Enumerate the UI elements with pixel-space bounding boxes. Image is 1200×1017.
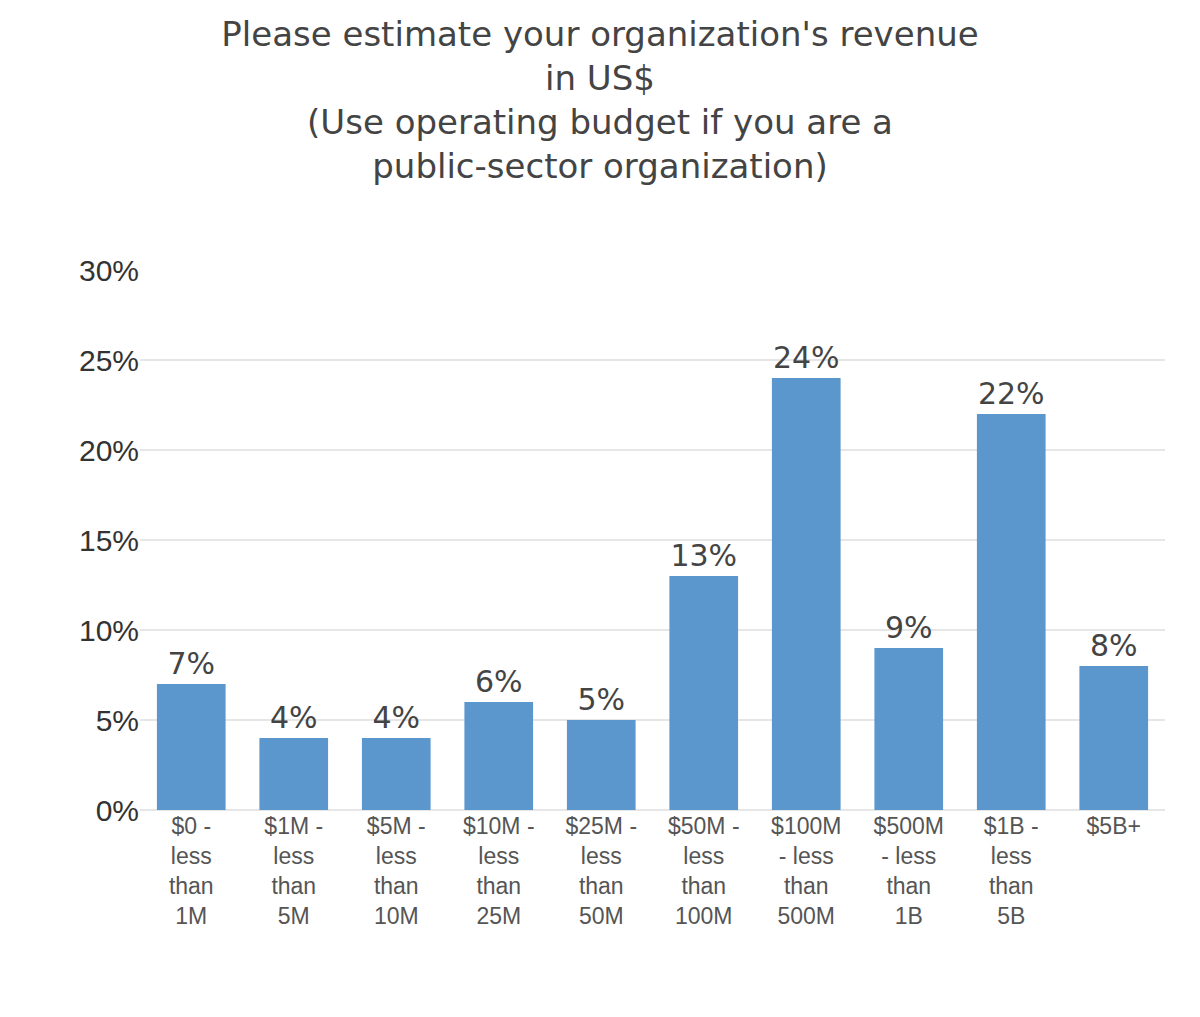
svg-text:$50M -lessthan100M: $50M -lessthan100M (668, 813, 740, 929)
svg-text:5%: 5% (577, 682, 625, 717)
svg-text:22%: 22% (978, 376, 1045, 411)
svg-text:0%: 0% (96, 794, 139, 827)
svg-text:$25M -lessthan50M: $25M -lessthan50M (565, 813, 637, 929)
svg-text:Please estimate your organizat: Please estimate your organization's reve… (221, 14, 978, 187)
svg-text:9%: 9% (885, 610, 933, 645)
svg-text:$1M -lessthan5M: $1M -lessthan5M (264, 813, 323, 929)
svg-text:4%: 4% (372, 700, 420, 735)
svg-text:25%: 25% (79, 344, 139, 377)
svg-text:4%: 4% (270, 700, 318, 735)
svg-text:$10M -lessthan25M: $10M -lessthan25M (463, 813, 535, 929)
svg-text:24%: 24% (773, 340, 840, 375)
svg-text:$0 -lessthan1M: $0 -lessthan1M (169, 813, 214, 929)
svg-text:13%: 13% (670, 538, 737, 573)
svg-text:$500M- lessthan1B: $500M- lessthan1B (874, 813, 944, 929)
svg-text:30%: 30% (79, 254, 139, 287)
svg-text:5%: 5% (96, 704, 139, 737)
svg-text:$100M- lessthan500M: $100M- lessthan500M (771, 813, 841, 929)
svg-text:10%: 10% (79, 614, 139, 647)
svg-text:6%: 6% (475, 664, 523, 699)
svg-text:20%: 20% (79, 434, 139, 467)
svg-text:15%: 15% (79, 524, 139, 557)
svg-text:$1B -lessthan5B: $1B -lessthan5B (984, 813, 1039, 929)
svg-text:$5B+: $5B+ (1087, 813, 1141, 839)
svg-text:$5M -lessthan10M: $5M -lessthan10M (367, 813, 426, 929)
svg-text:7%: 7% (167, 646, 215, 681)
svg-text:8%: 8% (1090, 628, 1138, 663)
